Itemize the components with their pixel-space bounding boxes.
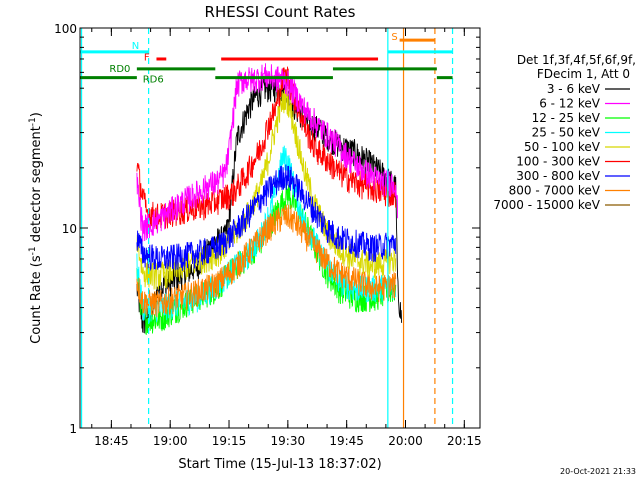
legend-entry-label: 100 - 300 keV <box>516 155 600 169</box>
flag-bar-label: RD0 <box>109 64 130 75</box>
legend-entry-label: 25 - 50 keV <box>532 126 601 140</box>
flag-bar-label: S <box>391 32 397 43</box>
chart-title: RHESSI Count Rates <box>205 3 356 21</box>
y-axis-label: Count Rate (s-1 detector segment-1) <box>28 112 44 344</box>
x-axis-ticks: 18:45 19:00 19:15 19:30 19:45 20:00 20:15 <box>91 28 482 448</box>
x-tick-label: 19:15 <box>212 434 247 448</box>
series-line <box>136 75 403 334</box>
legend-entry-label: 6 - 12 keV <box>539 97 601 111</box>
x-tick-label: 20:00 <box>388 434 423 448</box>
legend-entry-label: 50 - 100 keV <box>524 140 601 154</box>
x-tick-label: 19:45 <box>329 434 364 448</box>
series-line <box>136 66 397 230</box>
series-line <box>136 164 397 272</box>
y-axis-ticks: 1 10 100 <box>54 22 480 436</box>
legend-header-2: FDecim 1, Att 0 <box>537 67 630 81</box>
legend-entry-label: 7000 - 15000 keV <box>493 198 600 212</box>
legend: Det 1f,3f,4f,5f,6f,9f, FDecim 1, Att 0 3… <box>493 53 636 212</box>
x-axis-label: Start Time (15-Jul-13 18:37:02) <box>178 457 381 472</box>
y-tick-label: 100 <box>54 22 77 36</box>
y-label-end: ) <box>29 112 44 117</box>
legend-entry-label: 12 - 25 keV <box>532 111 601 125</box>
y-label-exp2: -1 <box>28 117 38 126</box>
flag-bar-label: F <box>144 53 150 64</box>
series-line <box>136 204 397 318</box>
x-tick-label: 19:30 <box>271 434 306 448</box>
series-line <box>136 63 399 242</box>
y-label-main: Count Rate (s <box>29 255 44 344</box>
y-tick-label: 1 <box>69 422 77 436</box>
x-tick-label: 19:00 <box>153 434 188 448</box>
timestamp: 20-Oct-2021 21:33 <box>560 467 636 476</box>
series-traces <box>136 63 403 336</box>
series-line <box>136 85 397 290</box>
overlay-markers: N S F RD0 RD6 <box>80 28 454 428</box>
y-label-mid: detector segment <box>29 126 44 246</box>
legend-entry-label: 300 - 800 keV <box>516 169 600 183</box>
x-tick-label: 18:45 <box>94 434 129 448</box>
y-tick-label: 10 <box>62 222 77 236</box>
legend-header-1: Det 1f,3f,4f,5f,6f,9f, <box>517 53 636 67</box>
x-tick-label: 20:15 <box>447 434 482 448</box>
flag-bar-label: N <box>132 41 139 52</box>
legend-entry-label: 3 - 6 keV <box>547 82 601 96</box>
y-label-exp1: -1 <box>28 246 38 255</box>
flag-bar-label: RD6 <box>143 74 164 85</box>
legend-entry-label: 800 - 7000 keV <box>509 184 601 198</box>
